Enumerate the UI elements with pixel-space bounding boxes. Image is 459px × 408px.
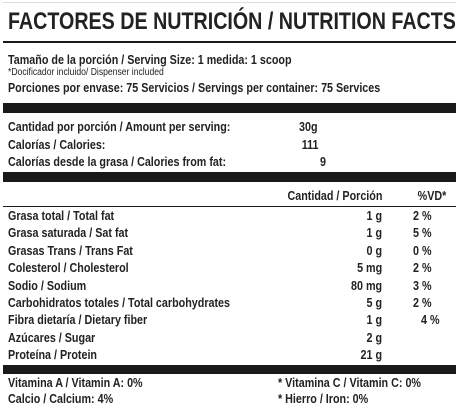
serving-line: *Docificador incluido/ Dispenser include… [8,67,164,78]
nutrient-label: Grasa saturada / Sat fat [8,226,129,241]
nutrient-label: Proteína / Protein [8,348,98,363]
nutrient-dv: 2 % [413,296,432,310]
rule [3,365,456,374]
per-serving-value: 111 [301,138,318,152]
column-header: Cantidad / Porción [287,189,382,203]
serving-line: Porciones por envase: 75 Servicios / Ser… [8,81,381,95]
nutrient-label: Grasa total / Total fat [8,209,115,223]
per-serving-label: Cantidad por porción / Amount per servin… [8,120,231,134]
rule [3,206,456,207]
nutrient-amount: 1 g [366,209,382,223]
nutrient-label: Colesterol / Cholesterol [8,261,129,276]
nutrient-label: Azúcares / Sugar [8,330,96,345]
vitamin: * Hierro / Iron: 0% [278,392,369,406]
vitamin: * Vitamina C / Vitamin C: 0% [278,376,421,390]
per-serving-label: Calorías desde la grasa / Calories from … [8,155,227,169]
vitamin: Vitamina A / Vitamin A: 0% [8,376,143,390]
nutrient-dv: 4 % [421,313,440,328]
nutrient-label: Grasas Trans / Trans Fat [8,243,133,258]
per-serving-value: 30g [299,120,318,134]
rule [3,103,456,113]
nutrient-amount: 1 g [366,226,382,241]
nutrient-amount: 1 g [366,313,382,328]
nutrient-label: Sodio / Sodium [8,278,87,293]
nutrient-dv: 0 % [413,243,432,258]
border [3,2,456,3]
nutrient-dv: 2 % [413,261,432,276]
per-serving-value: 9 [320,155,326,169]
nutrient-label: Fibra dietaría / Dietary fiber [8,313,148,328]
per-serving-label: Calorías / Calories: [8,138,106,152]
vitamin: Calcio / Calcium: 4% [8,392,114,406]
nutrient-label: Carbohidratos totales / Total carbohydra… [8,296,231,310]
serving-line: Tamaño de la porción / Serving Size: 1 m… [8,53,292,67]
rule [3,41,456,43]
nutrient-amount: 80 mg [350,278,382,293]
nutrient-dv: 5 % [413,226,432,241]
nutrient-amount: 5 mg [356,261,382,276]
title: FACTORES DE NUTRICIÓN / NUTRITION FACTS [8,8,456,35]
nutrient-amount: 5 g [366,296,382,310]
nutrient-amount: 21 g [360,348,382,363]
nutrient-amount: 0 g [366,243,382,258]
nutrient-dv: 2 % [413,209,432,223]
nutrient-amount: 2 g [366,330,382,345]
column-header: %VD* [417,189,446,203]
nutrient-dv: 3 % [413,278,432,293]
rule [3,172,456,182]
